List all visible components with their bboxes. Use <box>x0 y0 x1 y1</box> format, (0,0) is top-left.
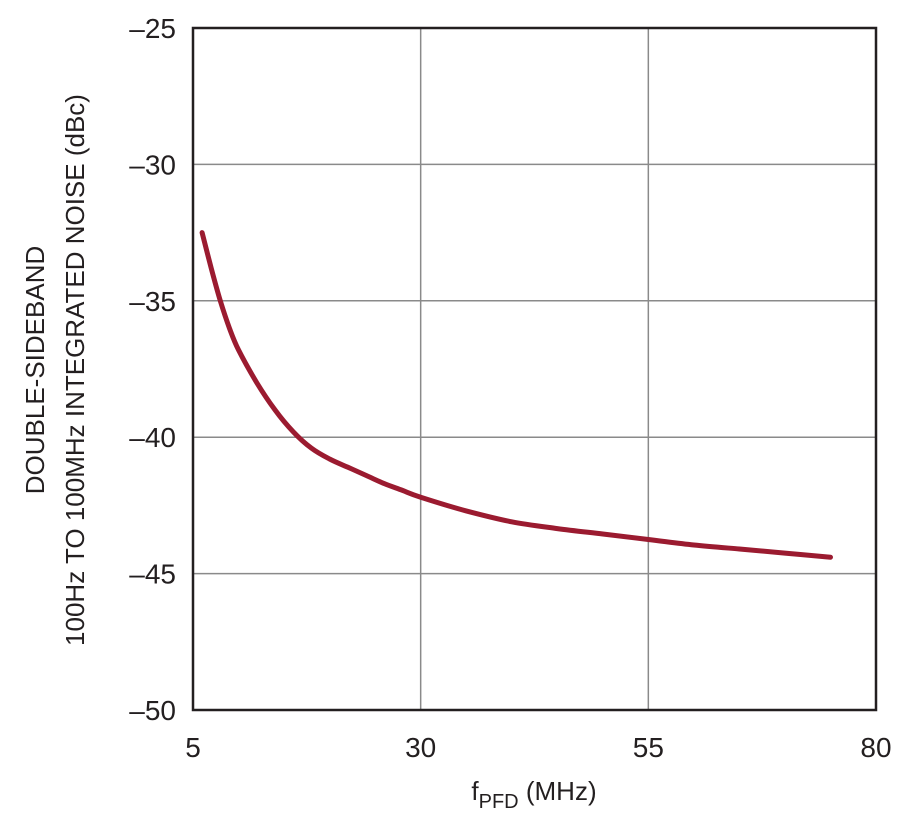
y-tick-label: –40 <box>129 422 176 453</box>
x-tick-labels: 5 30 55 80 <box>185 732 891 763</box>
y-axis-title-line1: DOUBLE-SIDEBAND <box>20 246 50 495</box>
grid-lines <box>193 28 876 710</box>
series-lines <box>199 230 833 560</box>
y-tick-label: –45 <box>129 559 176 590</box>
x-axis-title-subscript: PFD <box>479 791 519 813</box>
y-tick-label: –25 <box>129 13 176 44</box>
y-tick-labels: –25 –30 –35 –40 –45 –50 <box>129 13 176 726</box>
x-axis-title-unit: (MHz) <box>519 776 597 806</box>
x-tick-label: 30 <box>405 732 436 763</box>
x-tick-label: 5 <box>185 732 201 763</box>
y-tick-label: –30 <box>129 149 176 180</box>
y-axis-title-line2: 100Hz TO 100MHz INTEGRATED NOISE (dBc) <box>60 94 90 646</box>
series-line <box>199 230 833 560</box>
y-tick-label: –50 <box>129 695 176 726</box>
plot-frame <box>191 26 878 712</box>
x-tick-label: 80 <box>860 732 891 763</box>
x-axis-title: fPFD (MHz) <box>471 776 596 813</box>
x-tick-label: 55 <box>633 732 664 763</box>
y-tick-label: –35 <box>129 286 176 317</box>
